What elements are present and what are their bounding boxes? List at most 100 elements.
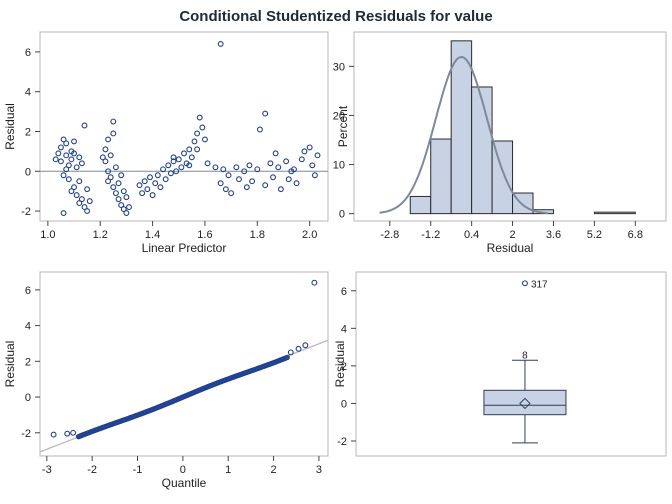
panel1-point (201, 136, 208, 143)
panel1-point (71, 150, 77, 157)
qq-point (311, 279, 318, 286)
panel3-ytick-label: 4 (25, 321, 31, 333)
panel1-point (84, 186, 91, 193)
panel1-point (81, 204, 88, 211)
panel1-point (63, 152, 70, 159)
panel1-point (285, 176, 292, 183)
panel1-point (186, 162, 193, 169)
panel1-xtick-label: 1.6 (197, 229, 212, 241)
panel1-point (199, 124, 206, 131)
panel2-xtick-label: 6.8 (628, 229, 643, 241)
panel2-ytick-label: 0 (339, 209, 345, 221)
panel3-ytick-label: 6 (25, 285, 31, 297)
panel1-point (120, 206, 127, 213)
panel1-point (293, 180, 300, 187)
panel1-point (162, 176, 169, 183)
panel1-point (112, 190, 119, 197)
panel1-point (178, 164, 185, 171)
panel1-point (120, 188, 127, 195)
panel1-point (105, 136, 112, 143)
histogram-bar (471, 86, 493, 215)
chart-title: Conditional Studentized Residuals for va… (179, 8, 493, 25)
panel2-ylabel: Percent (336, 105, 350, 147)
panel1-point (118, 172, 125, 179)
panel3-xtick-label: 0 (180, 464, 186, 476)
panel1-point (86, 198, 93, 205)
panel1-point (55, 150, 62, 157)
panel1-point (256, 126, 263, 133)
panel1-point (272, 150, 279, 157)
qq-point (302, 342, 309, 349)
qq-point (64, 430, 71, 437)
panel1-ytick-label: 2 (25, 126, 31, 138)
panel4-ytick-label: -2 (337, 436, 347, 448)
panel3-ytick-label: 0 (25, 392, 31, 404)
panel3-xtick-label: -2 (87, 464, 97, 476)
qq-point (284, 354, 290, 361)
panel1-point (170, 158, 177, 165)
panel1-point (102, 158, 109, 165)
panel1-point (301, 148, 308, 155)
histogram-bar (491, 140, 514, 215)
box-outlier-point (521, 280, 528, 287)
panel1-point (270, 174, 276, 181)
panel1-point (196, 114, 203, 121)
panel1-point (233, 164, 240, 171)
panel1-point (298, 156, 305, 163)
panel1-point (246, 162, 253, 169)
panel1-point (194, 146, 201, 153)
panel1-point (243, 184, 250, 191)
panel1-point (139, 190, 146, 197)
box-outlier-label: 317 (531, 279, 548, 290)
qq-point (50, 431, 57, 438)
panel1-point (170, 154, 177, 161)
panel2-xtick-label: 0.4 (464, 229, 479, 241)
panel2-xtick-label: 5.2 (587, 229, 602, 241)
panel1-point (60, 210, 67, 216)
panel1-ytick-label: 4 (25, 87, 31, 99)
panel2-frame (353, 31, 667, 222)
panel1-point (222, 186, 229, 193)
panel1-point (60, 136, 67, 143)
panel1-point (110, 130, 117, 137)
panel1-point (277, 186, 284, 193)
panel1-ytick-label: -2 (21, 206, 31, 218)
panel4-ylabel: Residual (333, 341, 347, 388)
panel3-frame (39, 271, 329, 457)
panel1-ylabel: Residual (3, 103, 17, 150)
panel1-point (99, 154, 106, 161)
panel2-ytick-label: 20 (333, 110, 345, 122)
panel1-point (60, 172, 67, 179)
panel1-point (275, 164, 282, 171)
panel1-point (84, 208, 91, 215)
qq-point (70, 429, 77, 436)
panel1-point (160, 166, 167, 173)
qq-point (287, 349, 294, 356)
panel2-xtick-label: 3.6 (546, 229, 561, 241)
panel1-point (309, 162, 316, 169)
panel1-ytick-label: 0 (25, 166, 31, 178)
panel4-ytick-label: 4 (341, 323, 347, 335)
panel1-point (241, 168, 248, 175)
panel1-point (262, 110, 269, 117)
panel1-point (311, 172, 318, 179)
panel1-xtick-label: 2.0 (302, 229, 317, 241)
panel3-xtick-label: 3 (316, 464, 322, 476)
panel4-frame (355, 271, 667, 457)
panel2-xtick-label: 2 (509, 229, 515, 241)
panel1-point (267, 160, 274, 167)
panel1-point (126, 204, 132, 211)
panel1-point (110, 184, 117, 191)
panel1-point (217, 40, 224, 47)
panel1-point (306, 144, 313, 151)
panel1-point (107, 152, 114, 159)
panel2-ytick-label: 10 (333, 160, 345, 172)
panel1-point (254, 166, 261, 173)
panel1-xlabel: Linear Predictor (142, 241, 227, 255)
panel2-xtick-label: -1.2 (421, 229, 440, 241)
panel1-point (141, 178, 148, 185)
panel3-xtick-label: 2 (271, 464, 277, 476)
panel1-point (123, 194, 130, 201)
panel1-point (76, 200, 83, 207)
panel1-point (220, 166, 227, 173)
